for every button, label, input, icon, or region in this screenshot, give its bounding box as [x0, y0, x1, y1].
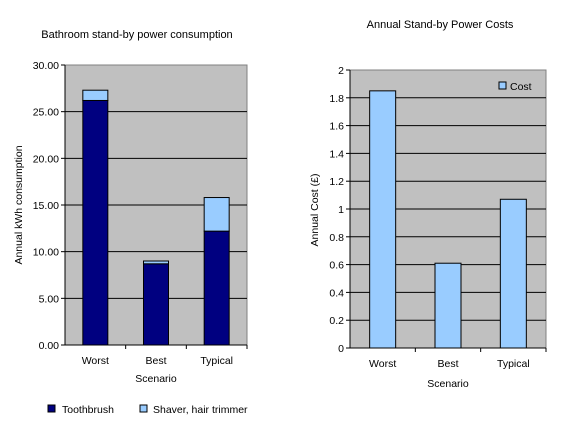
- x-tick-label: Worst: [369, 358, 396, 370]
- y-tick-label: 0.2: [329, 315, 344, 327]
- chart-title: Bathroom stand-by power consumption: [41, 29, 232, 41]
- legend: Toothbrush Shaver, hair trimmer: [47, 404, 248, 416]
- bar-typical-1: [499, 198, 527, 349]
- y-tick-label: 1.4: [329, 148, 344, 160]
- x-axis-title: Scenario: [135, 373, 177, 385]
- legend-label: Toothbrush: [62, 404, 114, 416]
- chart-title: Annual Stand-by Power Costs: [367, 19, 514, 31]
- y-axis-title: Annual Cost (£): [309, 174, 321, 247]
- y-axis-title: Annual kWh consumption: [13, 145, 25, 264]
- y-tick-label: 0.4: [329, 287, 344, 299]
- x-tick-label: Typical: [497, 358, 530, 370]
- legend: Cost: [492, 77, 539, 95]
- y-tick-label: 1: [338, 204, 344, 216]
- legend-swatch: [47, 404, 56, 413]
- y-tick-label: 0.8: [329, 232, 344, 244]
- bar-typical-2: [203, 197, 230, 232]
- bar-best-2: [143, 260, 169, 265]
- y-tick-label: 15.00: [33, 200, 59, 212]
- y-tick-label: 1.2: [329, 176, 344, 188]
- y-tick-label: 2: [338, 65, 344, 77]
- y-tick-label: 30.00: [33, 60, 59, 72]
- chart-2: Annual Stand-by Power Costs 0 0.2 0.4 0.6 0.8…: [309, 19, 547, 390]
- y-tick-label: 10.00: [33, 247, 59, 259]
- legend-label: Cost: [510, 81, 532, 93]
- x-tick-label: Worst: [82, 355, 109, 367]
- bar-worst-1: [369, 90, 397, 349]
- legend-swatch: [498, 81, 507, 90]
- y-tick-label: 0: [338, 343, 344, 355]
- y-tick-label: 1.6: [329, 121, 344, 133]
- y-tick-label: 0.00: [39, 340, 60, 352]
- x-tick-label: Typical: [200, 355, 233, 367]
- y-tick-label: 20.00: [33, 153, 59, 165]
- bar-best-1: [434, 262, 462, 349]
- x-axis-title: Scenario: [427, 378, 469, 390]
- bar-worst-2: [82, 89, 109, 101]
- y-tick-label: 1.8: [329, 93, 344, 105]
- y-tick-label: 25.00: [33, 107, 59, 119]
- x-tick-label: Best: [437, 358, 458, 370]
- bar-best-1: [143, 263, 169, 346]
- chart-1: Bathroom stand-by power consumption 0.00 5…: [13, 29, 248, 416]
- legend-swatch: [139, 404, 148, 413]
- y-tick-label: 0.6: [329, 260, 344, 272]
- bar-typical-1: [203, 230, 230, 346]
- legend-label: Shaver, hair trimmer: [153, 404, 248, 416]
- y-tick-label: 5.00: [39, 293, 60, 305]
- x-tick-label: Best: [145, 355, 166, 367]
- bar-worst-1: [82, 99, 109, 346]
